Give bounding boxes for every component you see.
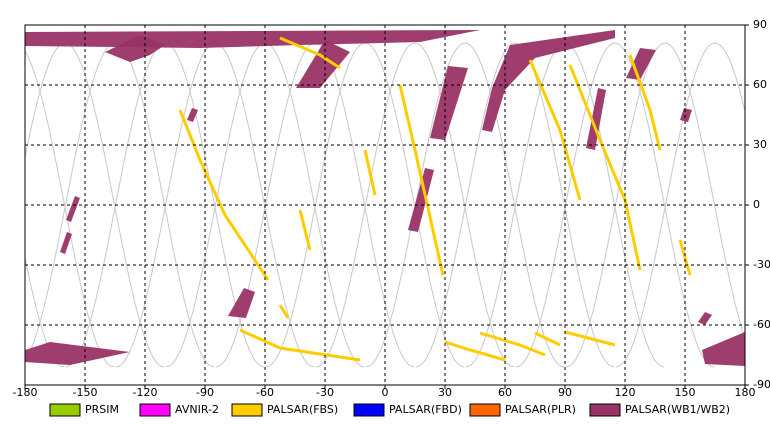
fbs-track	[628, 54, 662, 151]
orbit-track	[615, 42, 745, 368]
x-tick-label: -120	[133, 386, 158, 399]
legend-label: PALSAR(FBD)	[389, 403, 462, 416]
y-tick-label: -90	[753, 378, 770, 391]
swath	[626, 48, 656, 80]
swath	[586, 88, 606, 150]
swath	[187, 108, 198, 122]
legend-swatch	[469, 403, 501, 417]
y-tick-label: 90	[753, 18, 767, 31]
swath	[25, 342, 130, 365]
x-tick-label: -150	[73, 386, 98, 399]
legend-swatch	[353, 403, 385, 417]
legend-label: AVNIR-2	[175, 403, 219, 416]
x-tick-label: -30	[316, 386, 334, 399]
legend-swatch	[589, 403, 621, 417]
fbs-track	[564, 330, 616, 347]
swath	[105, 35, 165, 62]
swath	[702, 332, 745, 366]
x-tick-label: 0	[382, 386, 389, 399]
swath	[698, 312, 712, 325]
fbs-tracks	[178, 36, 692, 362]
fbs-track	[239, 328, 361, 362]
fbs-track	[678, 239, 692, 276]
swath	[296, 40, 350, 88]
fbs-track	[568, 64, 642, 271]
x-tick-label: 120	[615, 386, 636, 399]
fbs-track	[298, 209, 312, 251]
legend-label: PRSIM	[85, 403, 119, 416]
y-tick-label: 30	[753, 138, 767, 151]
swath	[66, 196, 80, 222]
fbs-track	[528, 59, 582, 201]
x-tick-label: 180	[735, 386, 756, 399]
x-tick-label: 90	[558, 386, 572, 399]
y-tick-label: 0	[753, 198, 760, 211]
orbit-track	[415, 42, 615, 368]
legend-swatch	[231, 403, 263, 417]
x-tick-label: 60	[498, 386, 512, 399]
x-tick-label: -90	[196, 386, 214, 399]
swath	[228, 288, 255, 318]
orbit-track	[25, 255, 65, 368]
x-tick-label: -180	[13, 386, 38, 399]
swath	[482, 30, 615, 132]
x-tick-label: -60	[256, 386, 274, 399]
fbs-track	[178, 109, 270, 281]
y-tick-label: 60	[753, 78, 767, 91]
legend-swatch	[139, 403, 171, 417]
swath	[60, 232, 72, 254]
legend-label: PALSAR(PLR)	[505, 403, 576, 416]
fbs-track	[398, 84, 445, 276]
orbit-track	[515, 42, 715, 368]
legend-label: PALSAR(FBS)	[267, 403, 338, 416]
x-tick-label: 30	[438, 386, 452, 399]
fbs-track	[479, 331, 546, 357]
legend-label: PALSAR(WB1/WB2)	[625, 403, 730, 416]
y-tick-label: -60	[753, 318, 770, 331]
fbs-track	[278, 304, 290, 319]
orbit-track	[315, 42, 515, 368]
orbit-track	[365, 42, 565, 368]
orbit-tracks	[25, 42, 745, 368]
orbit-track	[565, 42, 745, 368]
orbit-track	[25, 50, 115, 368]
fbs-track	[534, 331, 561, 347]
legend: PRSIM AVNIR-2 PALSAR(FBS) PALSAR(FBD) PALSAR…	[49, 403, 730, 417]
axes: -180 -150 -120 -90 -60 -30 0 30 60 90 120 150 180-90…	[13, 18, 770, 399]
x-tick-label: 150	[675, 386, 696, 399]
fbs-track	[444, 340, 506, 362]
plot-frame	[24, 24, 746, 386]
swath	[408, 168, 434, 232]
y-tick-label: -30	[753, 258, 770, 271]
fbs-track	[363, 149, 377, 196]
legend-swatch	[49, 403, 81, 417]
fbs-track	[279, 36, 341, 70]
swath	[680, 108, 692, 122]
